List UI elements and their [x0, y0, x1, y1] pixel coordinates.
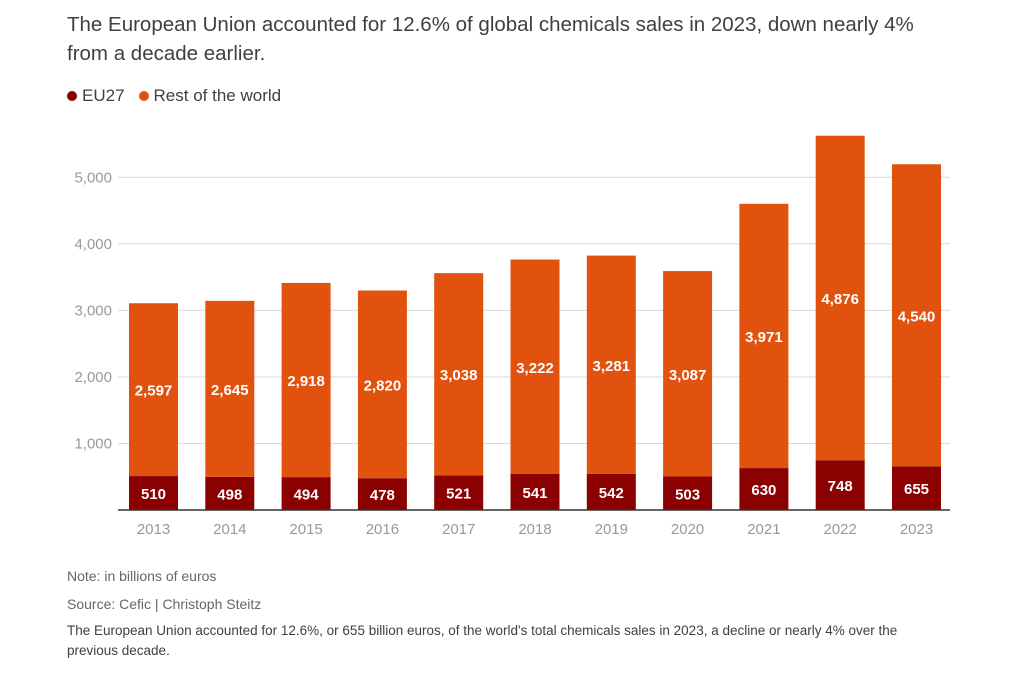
bar-eu27 — [892, 466, 941, 510]
value-label-eu27: 510 — [141, 486, 166, 503]
legend-label-rest: Rest of the world — [153, 86, 282, 105]
y-tick-label: 4,000 — [74, 236, 112, 253]
y-tick-label: 5,000 — [74, 169, 112, 186]
legend-item-rest: Rest of the world — [138, 86, 282, 106]
bar-rest-of-world — [434, 273, 484, 476]
value-label-eu27: 521 — [446, 486, 471, 503]
bar-eu27 — [663, 476, 713, 510]
x-tick-label: 2022 — [824, 521, 857, 538]
value-label-rest-of-world: 2,918 — [287, 373, 325, 390]
value-label-eu27: 498 — [217, 486, 242, 503]
x-tick-label: 2015 — [289, 521, 322, 538]
value-label-rest-of-world: 2,597 — [135, 383, 173, 400]
legend-label-eu27: EU27 — [82, 86, 125, 105]
value-label-rest-of-world: 4,876 — [821, 291, 859, 308]
value-label-rest-of-world: 3,038 — [440, 367, 478, 384]
value-label-eu27: 748 — [828, 478, 853, 495]
stacked-bar-chart: 1,000 2,000 3,000 4,000 5,000 510 2,597 2013 498… — [74, 135, 950, 538]
x-tick-label: 2014 — [213, 521, 246, 538]
value-label-rest-of-world: 3,087 — [669, 367, 707, 384]
bar-rest-of-world — [586, 255, 636, 474]
chart-note: Note: in billions of euros — [67, 568, 217, 584]
bar-eu27 — [510, 473, 560, 510]
value-label-eu27: 655 — [904, 481, 929, 498]
x-tick-label: 2019 — [595, 521, 628, 538]
bar-eu27 — [586, 473, 636, 510]
legend-swatch-rest — [138, 91, 149, 101]
value-label-eu27: 478 — [370, 487, 395, 504]
x-tick-label: 2016 — [366, 521, 399, 538]
bar-rest-of-world — [205, 300, 255, 477]
chart-caption: The European Union accounted for 12.6%, … — [67, 623, 898, 658]
bar-eu27 — [129, 476, 178, 510]
value-label-rest-of-world: 4,540 — [898, 308, 936, 325]
y-tick-label: 3,000 — [74, 302, 112, 319]
y-tick-label: 1,000 — [74, 435, 112, 452]
x-tick-label: 2020 — [671, 521, 704, 538]
x-tick-label: 2021 — [747, 521, 780, 538]
value-label-eu27: 630 — [751, 482, 776, 499]
bar-rest-of-world — [663, 271, 713, 477]
y-tick-label: 2,000 — [74, 369, 112, 386]
bar-eu27 — [815, 460, 865, 510]
value-label-rest-of-world: 2,820 — [364, 377, 402, 394]
bar-eu27 — [205, 476, 255, 510]
x-tick-label: 2018 — [518, 521, 551, 538]
bar-rest-of-world — [892, 164, 941, 467]
bar-eu27 — [739, 468, 789, 510]
value-label-rest-of-world: 3,222 — [516, 360, 554, 377]
bar-rest-of-world — [129, 303, 178, 477]
value-label-rest-of-world: 3,971 — [745, 329, 783, 346]
chart-title: The European Union accounted for 12.6% o… — [67, 13, 914, 65]
bar-eu27 — [281, 477, 331, 510]
x-tick-label: 2023 — [900, 521, 933, 538]
bar-rest-of-world — [357, 290, 407, 479]
value-label-rest-of-world: 2,645 — [211, 382, 249, 399]
legend-item-eu27: EU27 — [67, 86, 125, 106]
value-label-eu27: 503 — [675, 486, 700, 503]
bar-rest-of-world — [815, 135, 865, 461]
legend: EU27 Rest of the world — [67, 86, 281, 106]
value-label-eu27: 542 — [599, 485, 624, 502]
x-tick-label: 2017 — [442, 521, 475, 538]
bar-rest-of-world — [739, 203, 789, 469]
bar-eu27 — [434, 475, 484, 510]
bar-rest-of-world — [510, 259, 560, 474]
value-label-eu27: 494 — [294, 487, 320, 504]
value-label-eu27: 541 — [522, 485, 547, 502]
chart-source: Source: Cefic | Christoph Steitz — [67, 596, 262, 612]
bar-eu27 — [357, 478, 407, 510]
x-tick-label: 2013 — [137, 521, 170, 538]
legend-swatch-eu27 — [67, 91, 77, 101]
value-label-rest-of-world: 3,281 — [593, 358, 631, 375]
bar-rest-of-world — [281, 282, 331, 478]
